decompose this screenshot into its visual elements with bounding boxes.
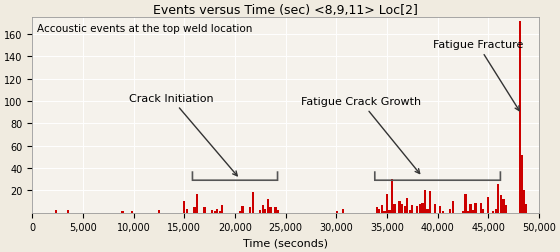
Bar bbox=[424, 191, 426, 213]
Bar bbox=[492, 212, 494, 213]
Bar bbox=[487, 197, 489, 213]
Bar bbox=[336, 212, 338, 213]
Bar bbox=[259, 210, 262, 213]
Bar bbox=[249, 207, 251, 213]
Bar bbox=[376, 207, 378, 213]
Bar bbox=[411, 205, 413, 213]
Bar bbox=[54, 210, 57, 213]
Bar bbox=[193, 207, 195, 213]
Bar bbox=[262, 205, 264, 213]
Bar bbox=[251, 193, 254, 213]
Bar bbox=[381, 205, 383, 213]
Bar bbox=[421, 203, 423, 213]
Bar bbox=[494, 209, 497, 213]
Bar bbox=[342, 209, 344, 213]
Bar bbox=[472, 210, 474, 213]
Bar bbox=[441, 212, 444, 213]
Bar bbox=[521, 155, 523, 213]
Bar bbox=[439, 206, 441, 213]
Bar bbox=[267, 199, 269, 213]
Bar bbox=[274, 207, 277, 213]
Bar bbox=[203, 207, 206, 213]
Bar bbox=[406, 198, 408, 213]
Bar bbox=[183, 202, 185, 213]
X-axis label: Time (seconds): Time (seconds) bbox=[243, 238, 328, 248]
Text: Accoustic events at the top weld location: Accoustic events at the top weld locatio… bbox=[38, 24, 253, 34]
Bar bbox=[426, 209, 428, 213]
Bar bbox=[196, 194, 198, 213]
Bar bbox=[519, 22, 521, 213]
Bar bbox=[502, 199, 505, 213]
Bar bbox=[429, 192, 431, 213]
Bar bbox=[378, 209, 380, 213]
Bar bbox=[482, 209, 484, 213]
Bar bbox=[449, 209, 451, 213]
Bar bbox=[434, 204, 436, 213]
Bar bbox=[264, 209, 267, 213]
Bar bbox=[419, 204, 421, 213]
Bar bbox=[409, 210, 411, 213]
Bar bbox=[277, 210, 279, 213]
Bar bbox=[67, 210, 69, 213]
Bar bbox=[386, 194, 388, 213]
Text: Fatigue Fracture: Fatigue Fracture bbox=[432, 40, 523, 111]
Bar bbox=[211, 210, 213, 213]
Bar bbox=[219, 212, 221, 213]
Text: Fatigue Crack Growth: Fatigue Crack Growth bbox=[301, 97, 421, 174]
Title: Events versus Time (sec) <8,9,11> Loc[2]: Events versus Time (sec) <8,9,11> Loc[2] bbox=[153, 4, 418, 17]
Bar bbox=[474, 203, 477, 213]
Bar bbox=[401, 204, 403, 213]
Bar bbox=[122, 212, 124, 213]
Bar bbox=[497, 184, 500, 213]
Bar bbox=[158, 210, 160, 213]
Bar bbox=[416, 206, 418, 213]
Text: Crack Initiation: Crack Initiation bbox=[129, 94, 237, 176]
Bar bbox=[216, 209, 218, 213]
Bar bbox=[467, 212, 469, 213]
Bar bbox=[452, 202, 454, 213]
Bar bbox=[525, 204, 528, 213]
Bar bbox=[389, 210, 390, 213]
Bar bbox=[239, 212, 241, 213]
Bar bbox=[479, 203, 482, 213]
Bar bbox=[404, 206, 406, 213]
Bar bbox=[523, 191, 525, 213]
Bar bbox=[500, 195, 502, 213]
Bar bbox=[469, 204, 472, 213]
Bar bbox=[221, 205, 223, 213]
Bar bbox=[269, 207, 272, 213]
Bar bbox=[391, 179, 393, 213]
Bar bbox=[462, 212, 464, 213]
Bar bbox=[394, 204, 396, 213]
Bar bbox=[241, 206, 244, 213]
Bar bbox=[464, 194, 466, 213]
Bar bbox=[383, 212, 385, 213]
Bar bbox=[130, 212, 133, 213]
Bar bbox=[399, 202, 401, 213]
Bar bbox=[186, 209, 188, 213]
Bar bbox=[505, 205, 507, 213]
Bar bbox=[213, 212, 216, 213]
